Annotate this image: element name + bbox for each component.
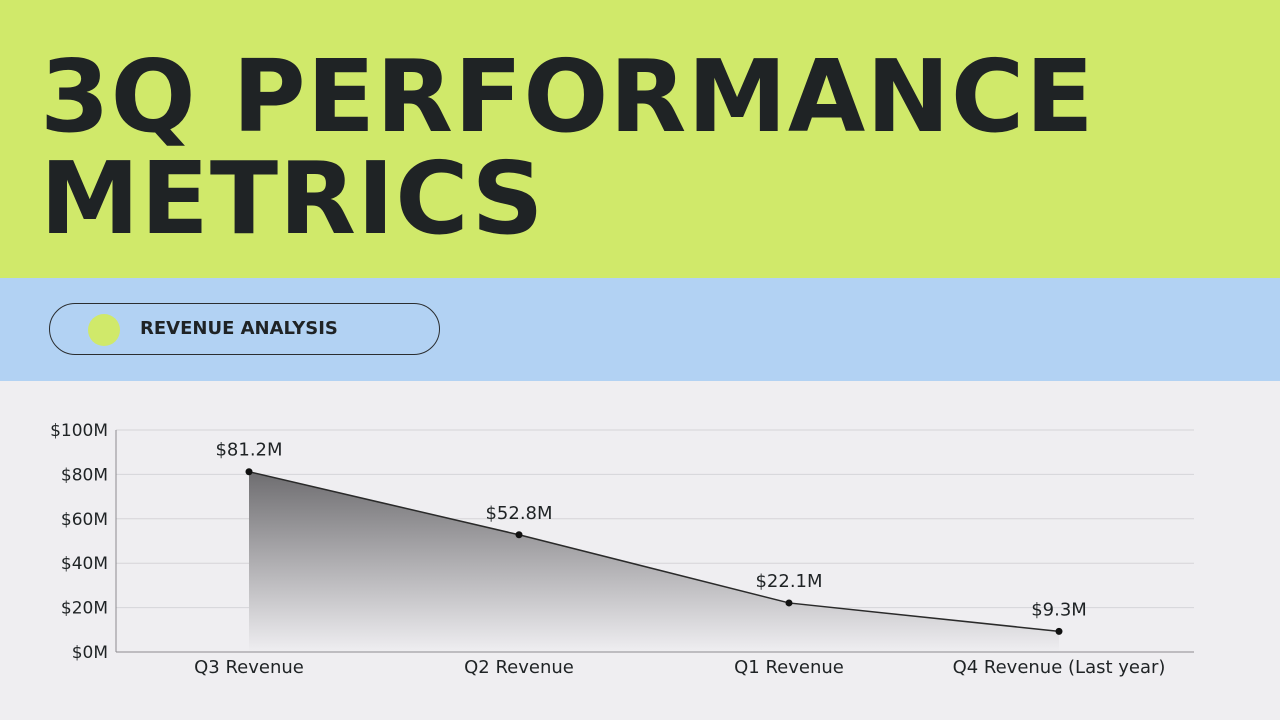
- y-tick-label: $40M: [61, 554, 108, 574]
- x-tick-label: Q4 Revenue (Last year): [953, 657, 1166, 678]
- y-tick-label: $100M: [50, 421, 108, 441]
- data-point: [515, 531, 523, 539]
- page-title-line-2: METRICS: [40, 140, 545, 257]
- x-tick-label: Q2 Revenue: [464, 657, 574, 678]
- page-title: 3Q PERFORMANCE METRICS: [40, 46, 1095, 250]
- data-label: $81.2M: [215, 440, 282, 461]
- revenue-area-fill: [249, 471, 1059, 652]
- section-label: REVENUE ANALYSIS: [140, 318, 338, 339]
- title-band: 3Q PERFORMANCE METRICS: [0, 0, 1280, 278]
- y-tick-label: $0M: [72, 643, 108, 663]
- data-label: $22.1M: [755, 571, 822, 592]
- chart-area: [0, 381, 1280, 720]
- section-pill: REVENUE ANALYSIS: [49, 303, 440, 355]
- data-point: [1055, 627, 1063, 635]
- data-point: [785, 599, 793, 607]
- y-tick-label: $60M: [61, 510, 108, 530]
- data-point: [245, 468, 253, 476]
- page-title-line-1: 3Q PERFORMANCE: [40, 38, 1095, 155]
- data-label: $9.3M: [1031, 599, 1087, 620]
- y-tick-label: $80M: [61, 465, 108, 485]
- x-tick-label: Q3 Revenue: [194, 657, 304, 678]
- bullet-dot-icon: [88, 314, 120, 346]
- y-tick-label: $20M: [61, 599, 108, 619]
- x-tick-label: Q1 Revenue: [734, 657, 844, 678]
- revenue-series-line: [248, 471, 1060, 633]
- data-label: $52.8M: [485, 503, 552, 524]
- section-band: [0, 278, 1280, 381]
